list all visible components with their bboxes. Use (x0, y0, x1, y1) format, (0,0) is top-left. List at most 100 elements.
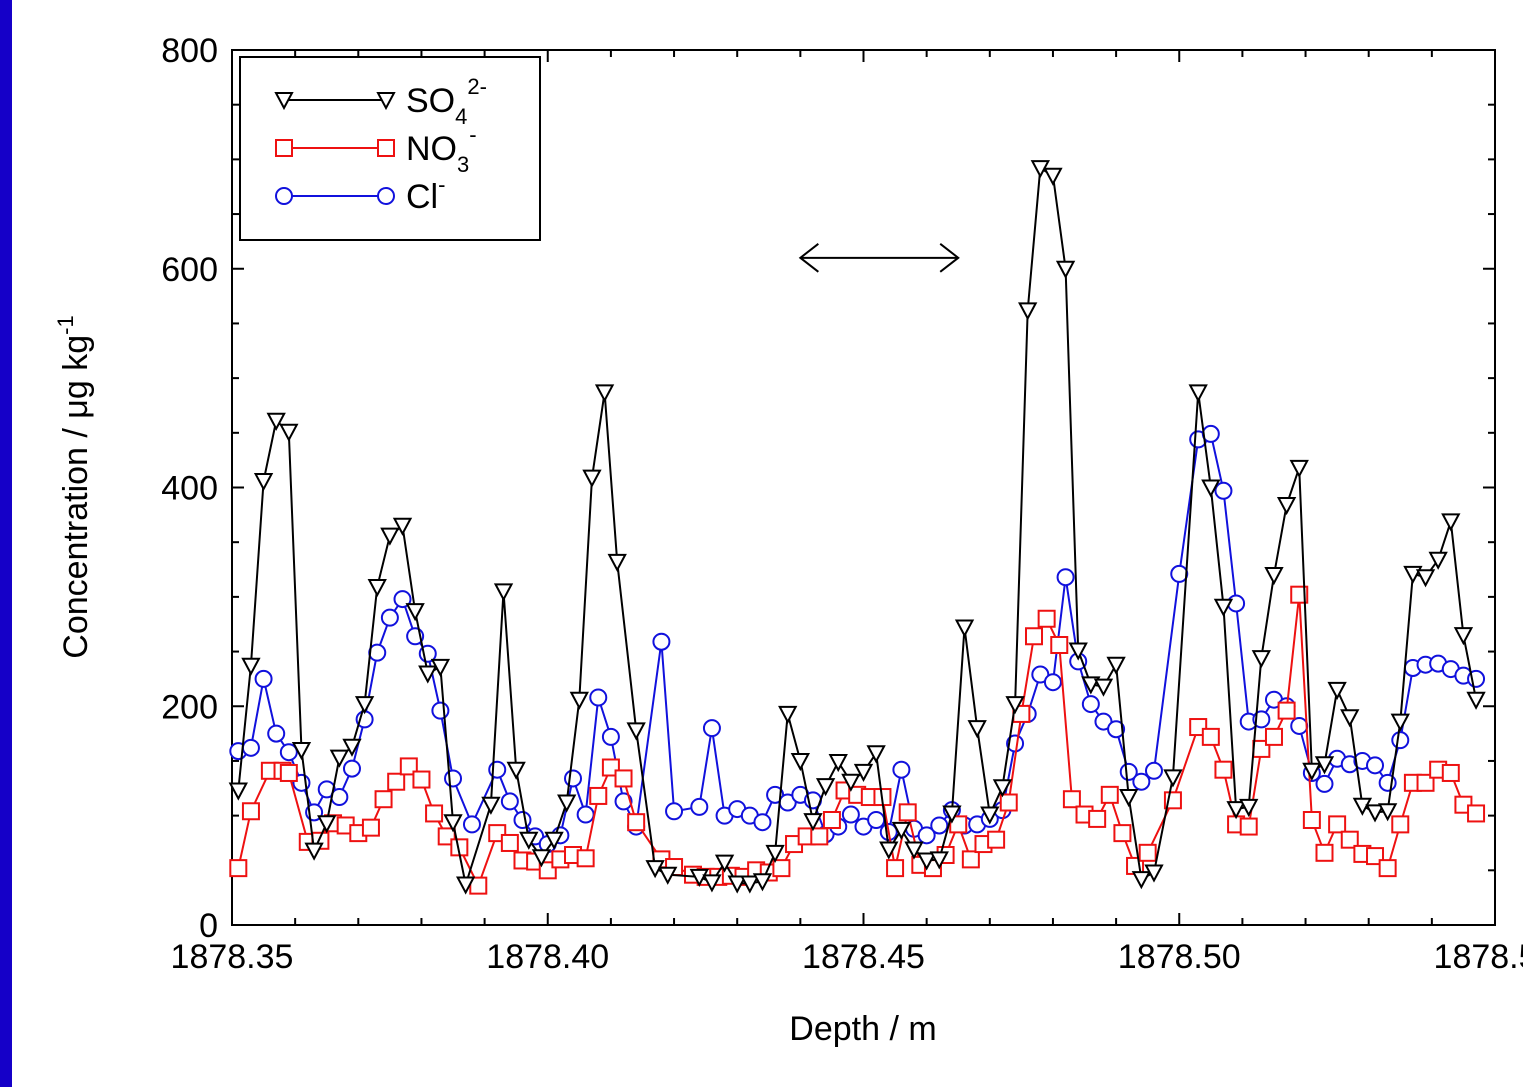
square-marker (1214, 760, 1233, 779)
triangle-marker (714, 854, 735, 873)
span-arrow-annotation (798, 243, 960, 273)
triangle-marker (1340, 709, 1360, 728)
circle-marker (1043, 673, 1062, 692)
triangle-marker (828, 754, 848, 773)
square-marker (1138, 843, 1157, 862)
triangle-marker (1466, 691, 1486, 710)
square-marker (1037, 609, 1056, 628)
circle-marker (275, 187, 293, 205)
x-axis-title: Depth / m (789, 1010, 936, 1048)
triangle-marker (1365, 804, 1385, 823)
series-line (237, 594, 1477, 889)
triangle-marker (380, 527, 400, 546)
circle-marker (1214, 481, 1233, 500)
triangle-marker (778, 705, 798, 725)
circle-marker (1315, 774, 1334, 793)
triangle-marker (1018, 302, 1038, 321)
legend-label: NO3- (406, 122, 477, 177)
square-marker (279, 763, 298, 782)
triangle-marker (455, 876, 476, 895)
series-no (229, 585, 1486, 895)
circle-marker (1170, 564, 1189, 583)
triangle-marker (1276, 497, 1297, 516)
triangle-marker (531, 849, 552, 868)
triangle-marker (430, 658, 451, 677)
circle-marker (279, 743, 298, 762)
square-marker (987, 830, 1006, 849)
triangle-marker (279, 423, 299, 442)
legend-label-main: SO (406, 82, 455, 120)
triangle-marker (1005, 696, 1025, 715)
square-marker (1315, 843, 1334, 862)
y-tick-label: 600 (161, 251, 218, 289)
square-marker (614, 769, 633, 788)
triangle-marker (853, 763, 874, 782)
square-marker (1201, 727, 1220, 746)
circle-marker (513, 811, 532, 829)
square-marker (1113, 824, 1132, 843)
circle-marker (892, 760, 911, 779)
legend-entry-no: NO3- (275, 122, 477, 177)
circle-marker (576, 805, 595, 824)
y-tick-label: 800 (161, 32, 218, 70)
triangle-marker (1377, 803, 1398, 822)
square-marker (1277, 701, 1296, 720)
triangle-marker (266, 412, 286, 431)
square-marker (1328, 815, 1347, 834)
square-marker (374, 790, 393, 809)
triangle-marker (929, 851, 949, 870)
triangle-marker (342, 738, 362, 757)
circle-marker (753, 813, 772, 832)
circle-marker (841, 805, 860, 824)
circle-marker (462, 815, 481, 834)
square-marker (229, 859, 248, 878)
triangle-marker (1390, 713, 1410, 732)
triangle-marker (1201, 479, 1221, 498)
triangle-marker (916, 852, 937, 871)
x-tick-label: 1878.50 (1118, 938, 1241, 976)
square-marker (377, 139, 395, 157)
triangle-marker (607, 553, 627, 572)
square-marker (589, 786, 608, 805)
legend-label-sup: - (469, 122, 476, 147)
y-tick-label: 200 (161, 688, 218, 726)
triangle-marker (815, 778, 836, 797)
y-tick-label: 400 (161, 470, 218, 508)
triangle-marker (980, 806, 1000, 825)
triangle-marker (304, 842, 324, 861)
triangle-marker (689, 868, 709, 887)
square-marker (412, 770, 431, 789)
square-marker (810, 827, 829, 846)
legend: SO42-NO3-Cl- (239, 56, 541, 241)
triangle-marker (891, 821, 912, 840)
square-marker (1239, 817, 1258, 836)
circle-marker (1366, 756, 1385, 775)
triangle-marker (354, 696, 375, 715)
triangle-marker (1093, 678, 1114, 697)
triangle-marker (1081, 676, 1101, 695)
triangle-marker (418, 665, 438, 684)
x-tick-labels: 1878.35 1878.40 1878.45 1878.50 1878.55 (171, 938, 1523, 976)
triangle-marker (1264, 567, 1284, 586)
triangle-marker (1213, 598, 1234, 617)
triangle-marker (241, 657, 261, 676)
circle-marker (241, 738, 260, 757)
triangle-marker (942, 805, 962, 824)
circle-marker (930, 816, 949, 835)
triangle-marker (790, 752, 811, 772)
triangle-marker (1068, 642, 1088, 661)
legend-entry-cl: Cl- (275, 172, 445, 216)
circle-marker (488, 760, 507, 779)
triangle-marker (329, 749, 350, 768)
circle-marker (1056, 568, 1075, 587)
triangle-marker (569, 691, 589, 710)
triangle-marker (253, 472, 274, 492)
square-marker (1100, 785, 1119, 804)
triangle-marker (841, 773, 861, 792)
square-marker (576, 849, 595, 868)
triangle-marker (1428, 551, 1448, 570)
triangle-marker (765, 844, 785, 863)
circle-marker (917, 826, 936, 845)
triangle-marker (1163, 769, 1183, 788)
triangle-marker (557, 794, 577, 813)
